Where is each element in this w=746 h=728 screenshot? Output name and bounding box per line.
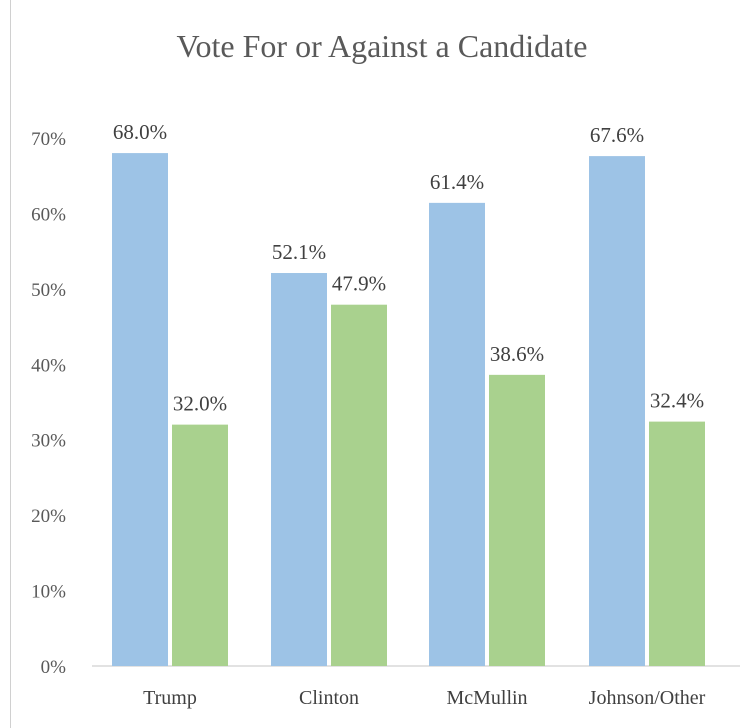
bar-johnson-other-series-1 (589, 156, 645, 667)
y-tick-label: 60% (31, 204, 66, 225)
data-label: 38.6% (490, 342, 544, 366)
bar-mcmullin-series-1 (429, 202, 485, 666)
bar-johnson-other-series-2 (649, 421, 705, 666)
y-tick-label: 20% (31, 506, 66, 527)
x-category-label: McMullin (446, 687, 527, 709)
y-tick-label: 30% (31, 431, 66, 452)
bar-clinton-series-2 (331, 304, 387, 666)
data-label: 32.4% (650, 389, 704, 413)
data-label: 67.6% (590, 123, 644, 147)
y-tick-label: 0% (41, 657, 67, 678)
x-category-label: Clinton (299, 687, 359, 709)
bar-trump-series-1 (112, 153, 168, 667)
y-tick-label: 50% (31, 280, 66, 301)
data-label: 52.1% (272, 240, 326, 264)
chart-title: Vote For or Against a Candidate (177, 28, 588, 64)
data-label: 47.9% (332, 272, 386, 296)
y-tick-label: 70% (31, 129, 66, 150)
data-label: 32.0% (173, 392, 227, 416)
bar-mcmullin-series-2 (489, 374, 545, 666)
data-label: 68.0% (113, 120, 167, 144)
y-tick-label: 40% (31, 355, 66, 376)
y-tick-label: 10% (31, 582, 66, 603)
bar-trump-series-2 (172, 424, 228, 666)
y-axis-ticks: 0% 10% 20% 30% 40% 50% 60% 70% (31, 129, 66, 678)
x-axis-categories: Trump Clinton McMullin Johnson/Other (143, 687, 706, 709)
frame-border (10, 0, 11, 728)
bars (112, 153, 705, 667)
data-labels: 68.0% 52.1% 61.4% 67.6% 32.0% 47.9% 38.6% 32.4% (113, 120, 704, 416)
x-category-label: Trump (143, 687, 197, 709)
bar-clinton-series-1 (271, 273, 327, 666)
data-label: 61.4% (430, 170, 484, 194)
x-category-label: Johnson/Other (589, 687, 706, 709)
